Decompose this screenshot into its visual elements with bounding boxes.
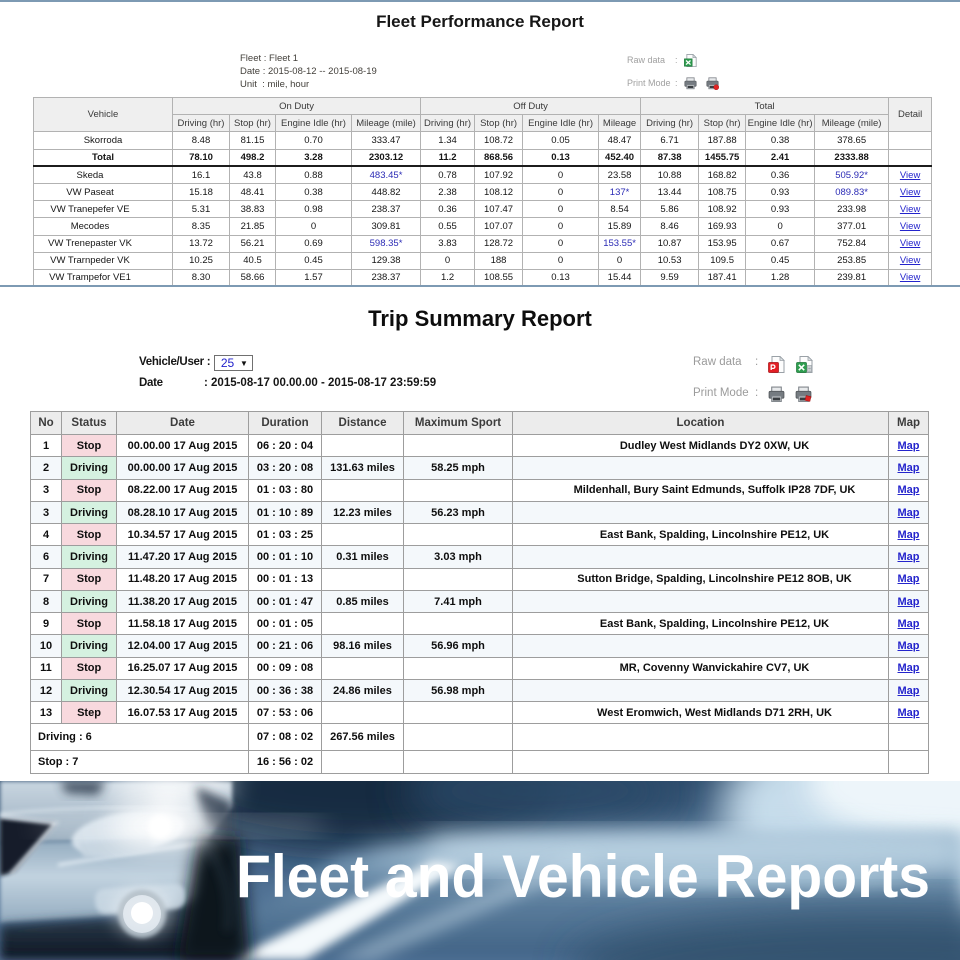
svg-text:Fleet and Vehicle Reports: Fleet and Vehicle Reports (236, 843, 930, 910)
